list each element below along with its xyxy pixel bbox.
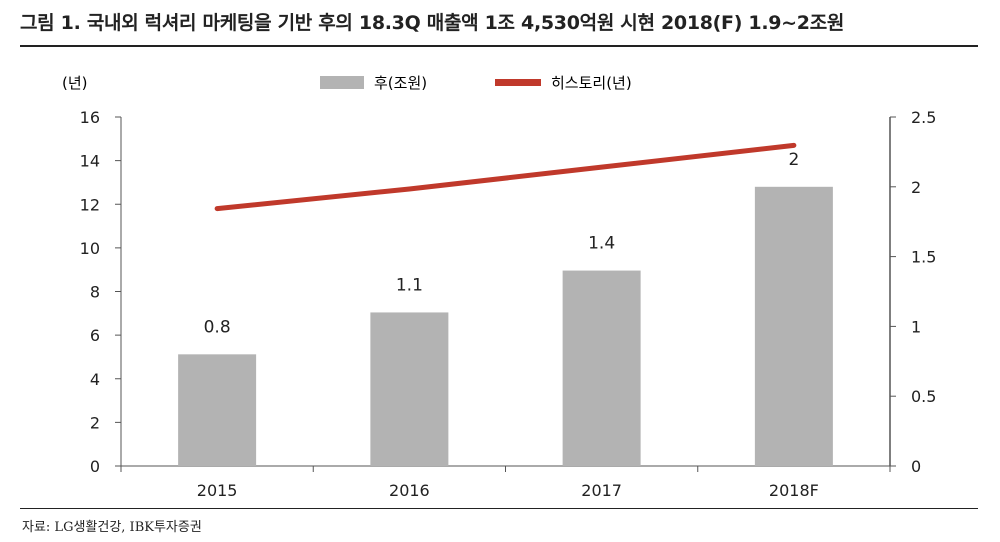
left-tick-label: 6 [90,326,100,345]
x-tick-label: 2017 [581,481,622,500]
line-series [214,142,797,212]
right-tick-label: 0 [911,457,921,476]
bar-data-label: 2 [788,150,799,170]
source-note: 자료: LG생활건강, IBK투자증권 [22,520,202,535]
bar [754,186,833,467]
right-tick-label: 1 [911,317,921,336]
left-tick-label: 10 [80,239,100,258]
right-tick-label: 1.5 [911,248,936,267]
left-tick-label: 12 [80,195,100,214]
left-tick-label: 2 [90,413,100,432]
legend-bar-swatch [320,76,364,89]
x-tick-label: 2018F [769,481,819,500]
bar [178,354,257,466]
bar-data-label: 1.1 [396,275,423,295]
legend-bar-label: 후(조원) [374,74,427,92]
combo-chart: 후(조원) 히스토리(년) (년) 0 2 4 6 8 10 12 14 16 0 0.5 1 1.5 2… [62,74,937,500]
legend-line-swatch [495,79,541,86]
left-tick-label: 14 [80,152,100,171]
left-tick-label: 0 [90,457,100,476]
left-tick-label: 16 [80,108,100,127]
bar-data-label: 0.8 [204,317,231,337]
series-line [214,142,797,212]
bar-data-label: 1.4 [588,234,615,254]
bar [370,312,449,466]
right-tick-label: 0.5 [911,387,936,406]
right-tick-label: 2 [911,178,921,197]
legend: 후(조원) 히스토리(년) [320,74,632,92]
bar [562,270,641,466]
left-axis-label: (년) [62,74,88,92]
right-tick-label: 2.5 [911,108,936,127]
x-tick-label: 2016 [389,481,430,500]
left-tick-label: 4 [90,370,100,389]
bar-series: 0.8 1.1 1.4 2 [178,150,833,467]
axes: 0 2 4 6 8 10 12 14 16 0 0.5 1 1.5 2 2.5 2015 2016 2017 201… [80,108,937,500]
x-tick-label: 2015 [197,481,238,500]
legend-line-label: 히스토리(년) [551,74,632,92]
title-divider [20,45,978,47]
left-tick-label: 8 [90,283,100,302]
chart-title: 그림 1. 국내외 럭셔리 마케팅을 기반 후의 18.3Q 매출액 1조 4,… [20,12,845,34]
source-divider [20,508,978,509]
